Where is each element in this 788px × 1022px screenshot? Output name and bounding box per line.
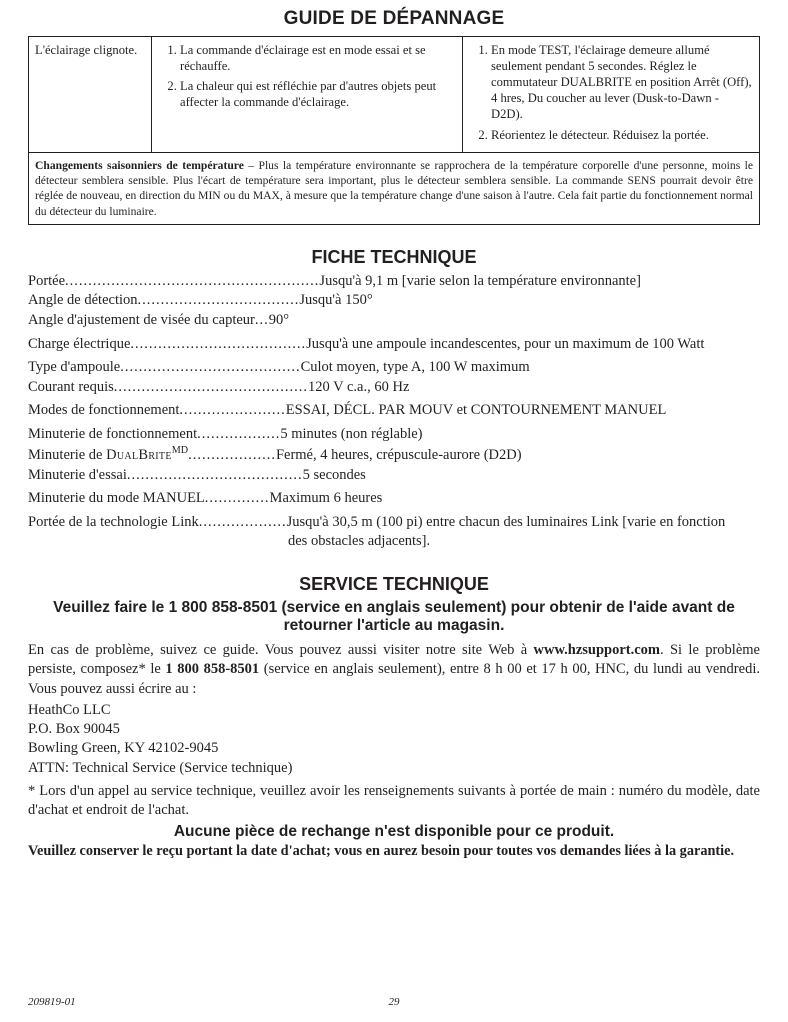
spec-row: Minuterie du mode MANUEL .............. …: [28, 489, 760, 509]
page-number: 29: [389, 996, 400, 1008]
spec-value-cont: des obstacles adjacents].: [28, 532, 760, 552]
doc-number: 209819-01: [28, 996, 76, 1008]
service-url: www.hzsupport.com: [534, 642, 660, 658]
list-item: La chaleur qui est réfléchie par d'autre…: [180, 78, 456, 110]
spec-row: Portée de la technologie Link ..........…: [28, 513, 760, 533]
note-cell: Changements saisonniers de température –…: [29, 152, 760, 224]
spec-row: Portée .................................…: [28, 272, 760, 292]
dualbrite-brand: DualBrite: [106, 447, 172, 463]
spec-row: Minuterie de fonctionnement ............…: [28, 425, 760, 445]
spec-label: Modes de fonctionnement: [28, 401, 179, 421]
service-p1a: En cas de problème, suivez ce guide. Vou…: [28, 642, 534, 658]
spec-value: 120 V c.a., 60 Hz: [308, 378, 409, 398]
service-phone: 1 800 858-8501: [165, 661, 259, 677]
addr-line: HeathCo LLC: [28, 701, 760, 720]
spec-label: Angle de détection: [28, 291, 138, 311]
spec-label: Portée: [28, 272, 65, 292]
spec-row: Type d'ampoule .........................…: [28, 358, 760, 378]
leader-dots: .......................................: [120, 358, 300, 378]
leader-dots: ...................................: [138, 291, 300, 311]
table-note-row: Changements saisonniers de température –…: [29, 152, 760, 224]
spec-row: Angle d'ajustement de visée du capteur .…: [28, 311, 760, 331]
spec-row: Charge électrique ......................…: [28, 335, 760, 355]
service-sub-line2: retourner l'article au magasin.: [284, 617, 505, 634]
service-title: SERVICE TECHNIQUE: [28, 574, 760, 595]
spec-value: Culot moyen, type A, 100 W maximum: [301, 358, 530, 378]
spec-value: Jusqu'à 30,5 m (100 pi) entre chacun des…: [287, 513, 726, 533]
fiche-title: FICHE TECHNIQUE: [28, 247, 760, 268]
spec-label: Angle d'ajustement de visée du capteur: [28, 311, 255, 331]
spec-row: Courant requis .........................…: [28, 378, 760, 398]
spec-value: 5 secondes: [303, 466, 366, 486]
symptom-cell: L'éclairage clignote.: [29, 37, 152, 153]
spec-value: Jusqu'à une ampoule incandescentes, pour…: [306, 335, 704, 355]
spec-row: Modes de fonctionnement ................…: [28, 401, 760, 421]
dualbrite-sup: MD: [172, 445, 188, 456]
leader-dots: ...: [255, 311, 269, 331]
spec-row: Minuterie d'essai ......................…: [28, 466, 760, 486]
service-paragraph: En cas de problème, suivez ce guide. Vou…: [28, 641, 760, 699]
leader-dots: ..............: [205, 489, 270, 509]
spec-value: Jusqu'à 9,1 m [varie selon la températur…: [319, 272, 641, 292]
spec-value: ESSAI, DÉCL. PAR MOUV et CONTOURNEMENT M…: [286, 401, 667, 421]
spec-row: Angle de détection .....................…: [28, 291, 760, 311]
leader-dots: ......................................: [127, 466, 303, 486]
leader-dots: ......................................: [130, 335, 306, 355]
spec-label: Minuterie de DualBriteMD: [28, 444, 188, 465]
spec-label: Minuterie d'essai: [28, 466, 127, 486]
list-item: Réorientez le détecteur. Réduisez la por…: [491, 127, 753, 143]
spec-label: Charge électrique: [28, 335, 130, 355]
service-body: En cas de problème, suivez ce guide. Vou…: [28, 641, 760, 821]
specs-block: Portée .................................…: [28, 272, 760, 552]
spec-label: Type d'ampoule: [28, 358, 120, 378]
service-sub: Veuillez faire le 1 800 858-8501 (servic…: [28, 599, 760, 635]
spec-value: Jusqu'à 150°: [299, 291, 372, 311]
addr-line: ATTN: Technical Service (Service techniq…: [28, 759, 760, 778]
causes-cell: La commande d'éclairage est en mode essa…: [152, 37, 463, 153]
spec-label: Courant requis: [28, 378, 114, 398]
spec-value: 90°: [269, 311, 289, 331]
addr-line: P.O. Box 90045: [28, 720, 760, 739]
leader-dots: ........................................…: [114, 378, 308, 398]
spec-label-pre: Minuterie de: [28, 447, 106, 463]
spec-value: Fermé, 4 heures, crépuscule-aurore (D2D): [276, 446, 522, 466]
keep-receipt: Veuillez conserver le reçu portant la da…: [28, 843, 760, 860]
note-bold: Changements saisonniers de température: [35, 159, 244, 172]
page-footer: 209819-01 29: [28, 996, 760, 1008]
page-title: GUIDE DE DÉPANNAGE: [28, 8, 760, 30]
addr-line: Bowling Green, KY 42102-9045: [28, 739, 760, 758]
spec-label: Minuterie du mode MANUEL: [28, 489, 205, 509]
spec-value: Maximum 6 heures: [270, 489, 383, 509]
list-item: En mode TEST, l'éclairage demeure allumé…: [491, 42, 753, 123]
troubleshoot-table: L'éclairage clignote. La commande d'écla…: [28, 36, 760, 225]
leader-dots: ..................: [197, 425, 280, 445]
service-footnote: * Lors d'un appel au service technique, …: [28, 782, 760, 821]
solutions-cell: En mode TEST, l'éclairage demeure allumé…: [463, 37, 760, 153]
spec-value: 5 minutes (non réglable): [280, 425, 422, 445]
leader-dots: .......................: [179, 401, 285, 421]
leader-dots: ...................: [188, 446, 276, 466]
table-row: L'éclairage clignote. La commande d'écla…: [29, 37, 760, 153]
leader-dots: ...................: [199, 513, 287, 533]
list-item: La commande d'éclairage est en mode essa…: [180, 42, 456, 74]
spec-row: Minuterie de DualBriteMD ...............…: [28, 444, 760, 465]
no-spare-parts: Aucune pièce de rechange n'est disponibl…: [28, 823, 760, 841]
service-sub-line1: Veuillez faire le 1 800 858-8501 (servic…: [53, 599, 735, 616]
leader-dots: ........................................…: [65, 272, 319, 292]
spec-label: Portée de la technologie Link: [28, 513, 199, 533]
spec-label: Minuterie de fonctionnement: [28, 425, 197, 445]
